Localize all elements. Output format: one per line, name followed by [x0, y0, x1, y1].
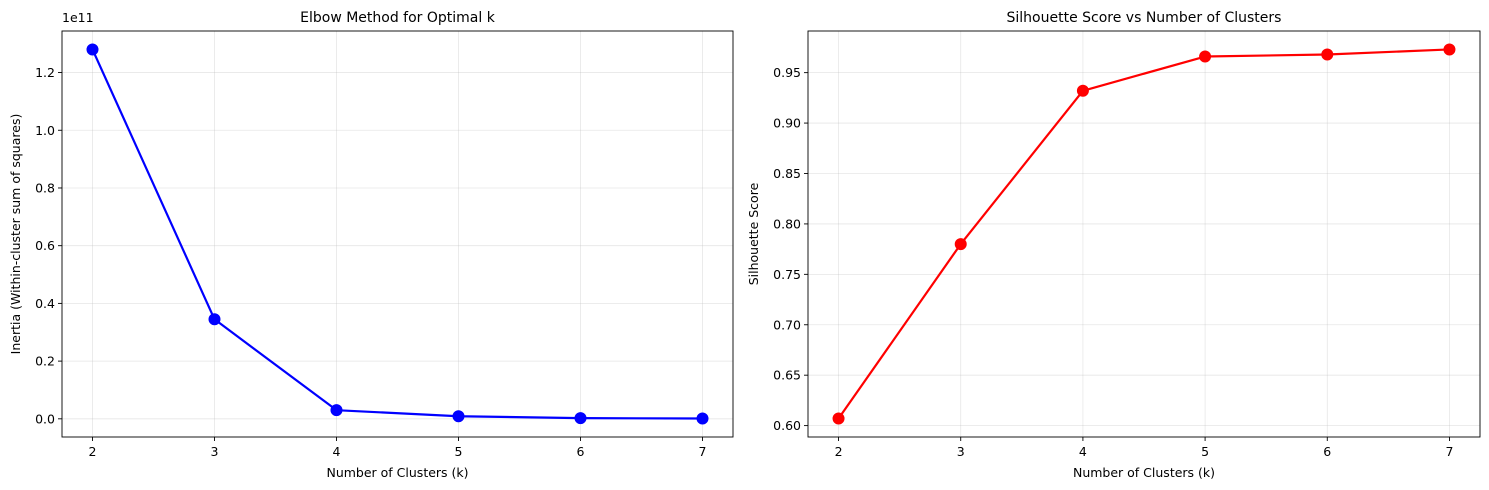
- y-tick-label: 1.2: [35, 65, 55, 80]
- x-tick-label: 5: [1201, 444, 1209, 459]
- data-point: [1076, 84, 1089, 97]
- x-tick-label: 7: [699, 444, 707, 459]
- y-tick-label: 0.4: [35, 296, 55, 311]
- data-point: [1199, 50, 1212, 63]
- x-tick-label: 4: [1079, 444, 1087, 459]
- axes-frame: [807, 30, 1481, 438]
- x-tick-label: 7: [1445, 444, 1453, 459]
- y-tick-label: 0.60: [773, 418, 801, 433]
- x-tick-label: 6: [577, 444, 585, 459]
- y-tick-label: 0.0: [35, 411, 55, 426]
- x-axis-label: Number of Clusters (k): [1073, 465, 1215, 480]
- series-line: [91, 49, 703, 420]
- y-tick-label: 0.75: [773, 267, 801, 282]
- data-point: [86, 43, 99, 56]
- series-line: [837, 48, 1450, 420]
- axes-frame: [61, 30, 734, 438]
- y-tick-label: 0.85: [773, 166, 801, 181]
- x-tick-label: 3: [211, 444, 219, 459]
- y-axis-label: Silhouette Score: [746, 182, 761, 285]
- y-tick-label: 0.80: [773, 216, 801, 231]
- y-offset-label: 1e11: [62, 10, 94, 25]
- y-axis-label: Inertia (Within-cluster sum of squares): [8, 114, 23, 355]
- data-point: [954, 238, 967, 251]
- data-point: [574, 412, 587, 425]
- x-tick-label: 2: [835, 444, 843, 459]
- data-point: [452, 410, 465, 423]
- chart-title: Elbow Method for Optimal k: [300, 10, 496, 26]
- silhouette-chart: 2 3 4 5 6 7 0.60 0.65 0.70 0.75 0.80 0.85 0.90 0.95 Si…: [746, 10, 1481, 480]
- data-point: [1321, 48, 1334, 61]
- y-tick-label: 0.2: [35, 354, 55, 369]
- data-point: [696, 412, 709, 425]
- x-tick-label: 3: [957, 444, 965, 459]
- y-tick-label: 0.70: [773, 317, 801, 332]
- x-tick-label: 2: [89, 444, 97, 459]
- chart-title: Silhouette Score vs Number of Clusters: [1007, 10, 1282, 26]
- y-tick-label: 0.8: [35, 180, 55, 195]
- data-point: [1443, 43, 1456, 56]
- elbow-chart: 2 3 4 5 6 7 0.0 0.2 0.4 0.6 0.8 1.0 1.2 Elbow Method …: [8, 10, 734, 480]
- y-tick-label: 0.90: [773, 116, 801, 131]
- x-tick-label: 4: [333, 444, 341, 459]
- y-tick-label: 0.65: [773, 368, 801, 383]
- x-tick-label: 6: [1323, 444, 1331, 459]
- data-point: [330, 404, 343, 417]
- y-tick-label: 0.6: [35, 238, 55, 253]
- y-tick-label: 0.95: [773, 65, 801, 80]
- data-point: [832, 412, 845, 425]
- y-tick-label: 1.0: [35, 123, 55, 138]
- x-axis-label: Number of Clusters (k): [326, 465, 468, 480]
- x-tick-label: 5: [455, 444, 463, 459]
- data-point: [208, 313, 221, 326]
